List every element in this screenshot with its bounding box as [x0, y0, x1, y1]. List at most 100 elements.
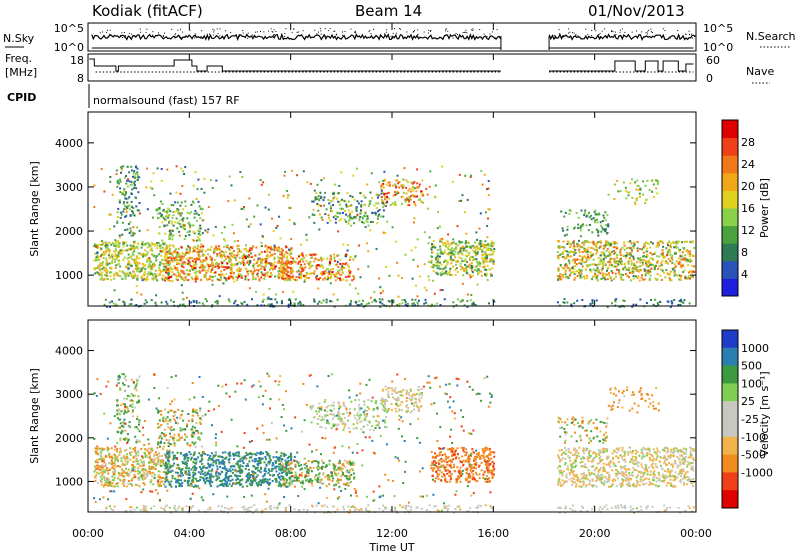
- heatmap-cell: [101, 473, 104, 476]
- heatmap-cell: [349, 270, 352, 273]
- heatmap-cell: [119, 422, 122, 425]
- heatmap-cell: [591, 241, 594, 244]
- heatmap-cell: [187, 262, 190, 265]
- heatmap-cell: [258, 253, 261, 256]
- heatmap-cell: [116, 447, 119, 450]
- heatmap-cell: [130, 298, 133, 301]
- heatmap-cell: [135, 452, 138, 455]
- heatmap-cell: [638, 279, 641, 282]
- heatmap-cell: [121, 252, 124, 255]
- heatmap-cell: [270, 303, 273, 306]
- heatmap-cell: [209, 255, 212, 258]
- heatmap-cell: [193, 271, 196, 274]
- heatmap-cell: [124, 205, 127, 208]
- heatmap-cell: [259, 257, 261, 260]
- heatmap-cell: [138, 430, 141, 433]
- heatmap-cell: [281, 478, 284, 481]
- heatmap-cell: [566, 243, 569, 245]
- heatmap-cell: [130, 192, 133, 195]
- heatmap-cell: [201, 302, 204, 305]
- heatmap-cell: [632, 275, 635, 278]
- heatmap-cell: [631, 249, 633, 252]
- heatmap-cell: [391, 226, 394, 229]
- heatmap-cell: [382, 186, 385, 189]
- nsearch-point: [483, 33, 485, 35]
- heatmap-cell: [365, 219, 368, 222]
- heatmap-cell: [459, 265, 462, 268]
- heatmap-cell: [93, 259, 96, 262]
- nsearch-point: [373, 28, 375, 30]
- heatmap-cell: [100, 457, 103, 460]
- heatmap-cell: [138, 423, 140, 426]
- heatmap-cell: [446, 261, 449, 264]
- heatmap-cell: [593, 263, 596, 266]
- heatmap-cell: [352, 275, 355, 278]
- heatmap-cell: [276, 474, 279, 476]
- nsearch-point: [273, 35, 275, 37]
- heatmap-cell: [602, 247, 605, 250]
- heatmap-cell: [160, 244, 163, 247]
- heatmap-cell: [425, 301, 428, 304]
- heatmap-cell: [119, 275, 122, 278]
- heatmap-cell: [119, 178, 122, 181]
- nsearch-point: [390, 35, 392, 37]
- heatmap-cell: [329, 300, 332, 302]
- heatmap-cell: [401, 202, 404, 205]
- heatmap-cell: [440, 263, 443, 266]
- heatmap-cell: [159, 212, 162, 215]
- heatmap-cell: [629, 252, 632, 255]
- heatmap-cell: [191, 466, 194, 469]
- nsearch-point: [646, 33, 648, 35]
- heatmap-cell: [183, 173, 186, 175]
- heatmap-cell: [106, 269, 109, 272]
- heatmap-cell: [137, 472, 140, 475]
- heatmap-cell: [150, 253, 153, 256]
- heatmap-cell: [207, 206, 210, 209]
- heatmap-cell: [465, 269, 468, 272]
- heatmap-cell: [361, 216, 364, 218]
- heatmap-cell: [684, 257, 687, 260]
- heatmap-cell: [631, 305, 634, 308]
- heatmap-cell: [116, 221, 119, 224]
- heatmap-cell: [236, 268, 239, 271]
- heatmap-cell: [440, 240, 443, 243]
- heatmap-cell: [380, 189, 383, 192]
- heatmap-cell: [411, 302, 414, 305]
- heatmap-cell: [627, 262, 630, 265]
- heatmap-cell: [405, 179, 408, 182]
- heatmap-cell: [486, 243, 489, 246]
- heatmap-cell: [220, 260, 223, 263]
- heatmap-cell: [601, 226, 604, 229]
- heatmap-cell: [664, 276, 667, 279]
- heatmap-cell: [397, 191, 400, 194]
- heatmap-cell: [466, 300, 469, 303]
- heatmap-cell: [126, 185, 129, 188]
- heatmap-cell: [100, 483, 103, 486]
- heatmap-cell: [205, 256, 208, 259]
- heatmap-cell: [142, 474, 145, 477]
- heatmap-cell: [278, 267, 281, 269]
- heatmap-cell: [486, 225, 489, 227]
- heatmap-cell: [573, 244, 575, 247]
- nsearch-point: [152, 34, 154, 36]
- heatmap-cell: [622, 268, 625, 271]
- heatmap-cell: [107, 480, 110, 483]
- heatmap-cell: [173, 211, 176, 213]
- nsearch-point: [275, 30, 277, 32]
- heatmap-cell: [270, 245, 273, 248]
- heatmap-cell: [147, 451, 150, 454]
- heatmap-cell: [99, 458, 102, 461]
- heatmap-cell: [327, 268, 329, 271]
- heatmap-cell: [113, 453, 116, 456]
- heatmap-cell: [290, 260, 293, 263]
- heatmap-cell: [237, 247, 240, 250]
- heatmap-cell: [583, 243, 585, 246]
- heatmap-cell: [568, 212, 571, 215]
- freq-label-line2: [MHz]: [5, 66, 37, 79]
- heatmap-cell: [125, 208, 128, 211]
- heatmap-cell: [113, 255, 116, 258]
- heatmap-cell: [269, 251, 271, 254]
- heatmap-cell: [420, 200, 423, 203]
- heatmap-cell: [648, 269, 651, 272]
- heatmap-cell: [382, 209, 385, 212]
